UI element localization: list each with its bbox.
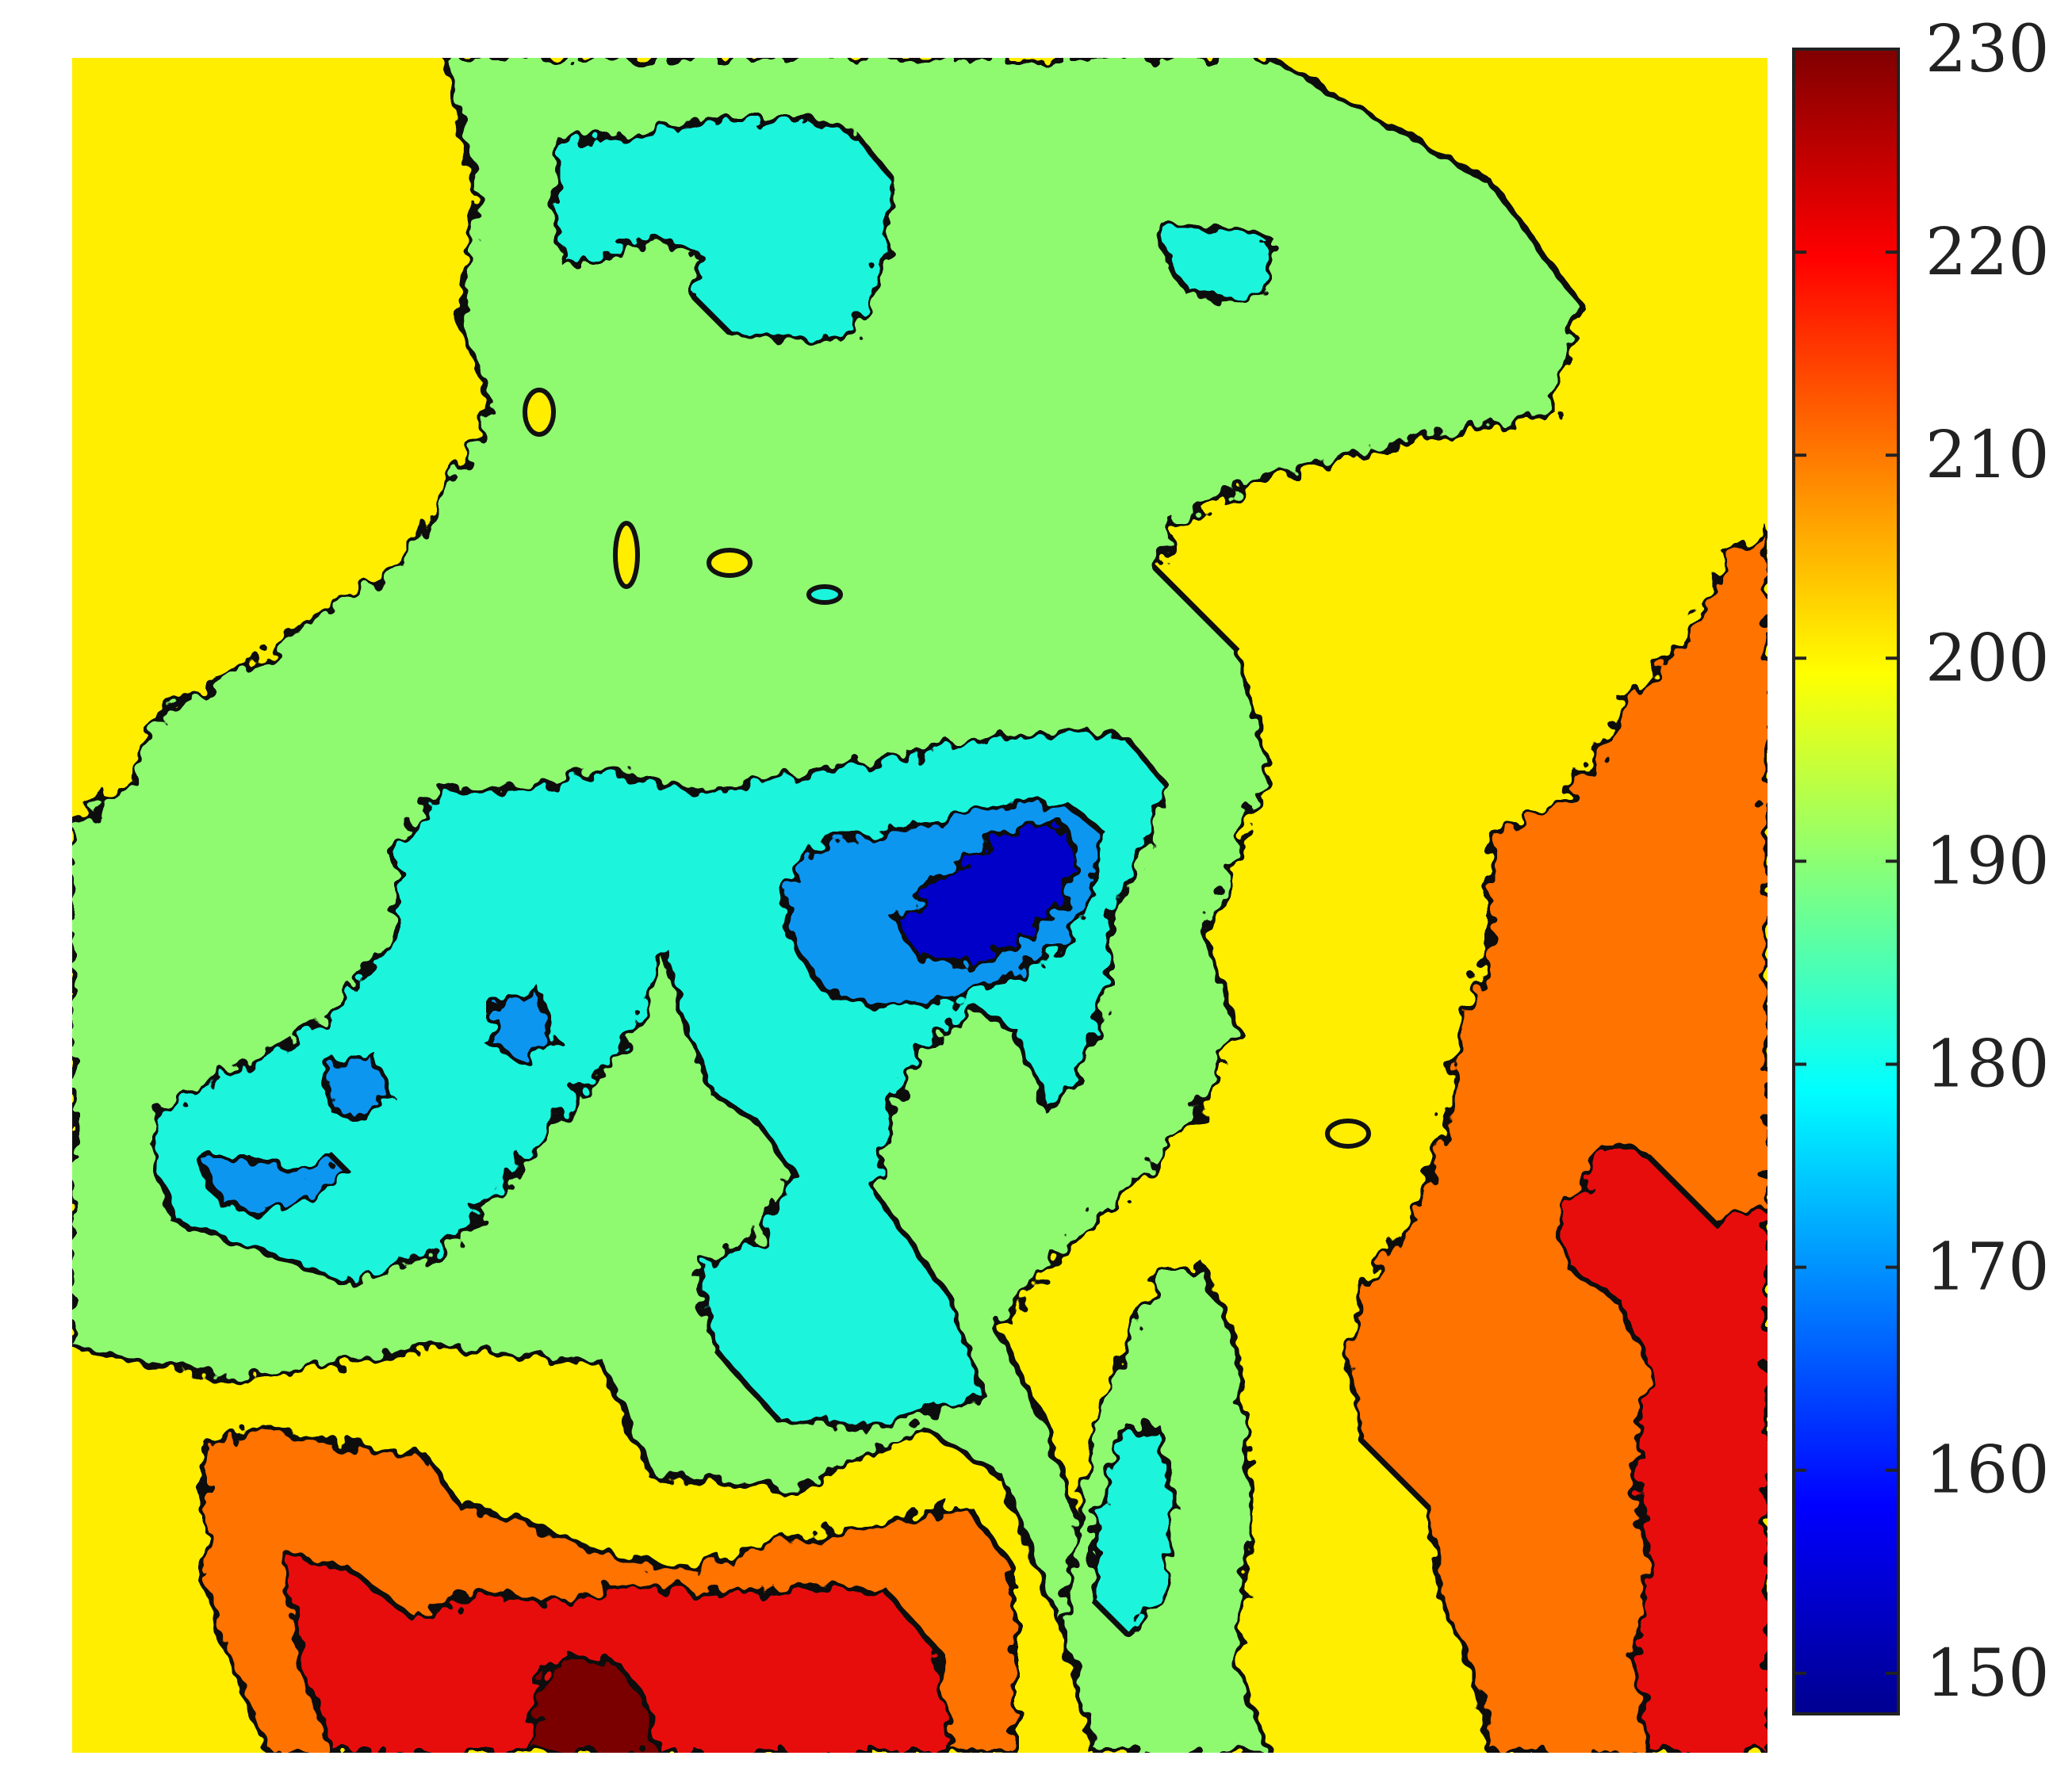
colorbar-gradient	[1794, 49, 1898, 1714]
colorbar-tick-label-220: 220	[1925, 215, 2050, 290]
colorbar-tick-label-210: 210	[1925, 418, 2050, 493]
colorbar-tick-label-150: 150	[1925, 1636, 2050, 1712]
colorbar-tick-label-180: 180	[1925, 1027, 2050, 1102]
colorbar-tick-label-190: 190	[1925, 824, 2050, 899]
colorbar-tick-label-230: 230	[1925, 12, 2050, 87]
colorbar: 150 160 170 180 190 200 210 220 230	[1794, 12, 2050, 1714]
colorbar-tick-label-160: 160	[1925, 1433, 2050, 1509]
colorbar-tick-label-200: 200	[1925, 621, 2050, 696]
plot-area	[71, 57, 1768, 1754]
colorbar-tick-label-170: 170	[1925, 1230, 2050, 1306]
